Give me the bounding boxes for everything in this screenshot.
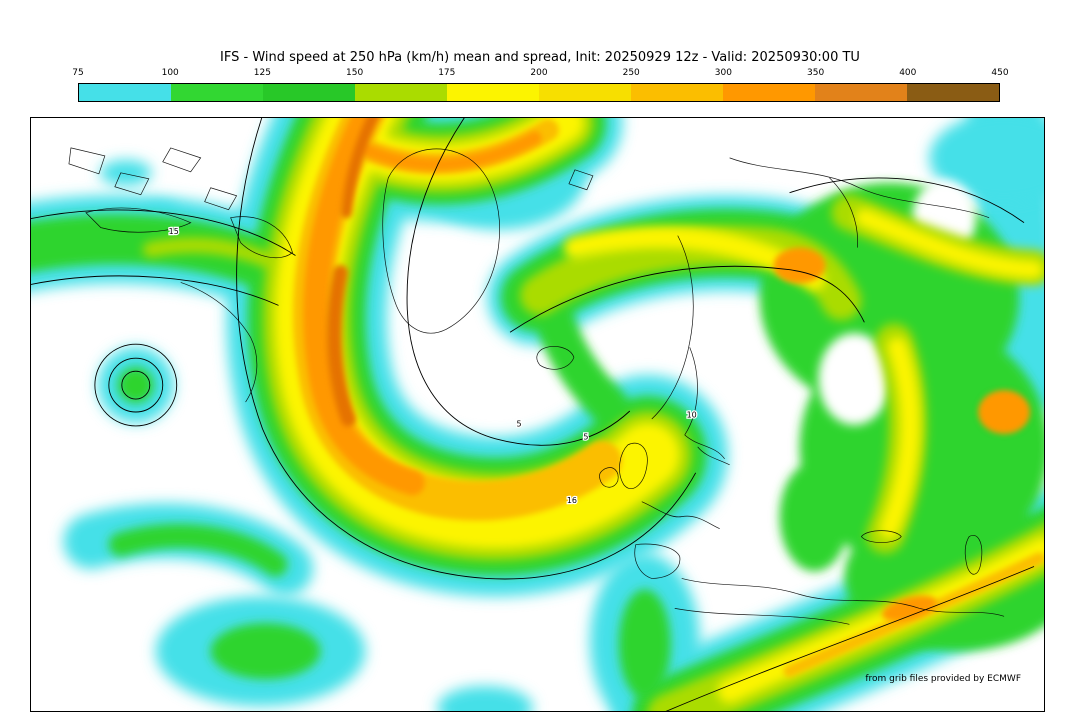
shading-orange [303,118,542,496]
colorbar-segment [263,84,355,101]
shading-deep-orange [326,118,379,427]
colorbar-segment [631,84,723,101]
colorbar-tick-label: 200 [530,68,548,78]
colorbar-bar [78,83,1000,102]
colorbar-tick-label: 350 [807,68,825,78]
chart-title: IFS - Wind speed at 250 hPa (km/h) mean … [220,50,860,65]
map-frame: 15 5 5 16 10 from grib files provided by ECM… [30,117,1045,712]
attribution-ecmwf: from grib files provided by ECMWF [865,674,1021,684]
shading-orange-patches [773,247,1031,622]
colorbar-segment [539,84,631,101]
colorbar-tick-label: 400 [899,68,917,78]
coastlines [68,147,1005,625]
colorbar-segment [171,84,263,101]
colorbar-tick-labels: 75 100 125 150 175 200 250 300 350 400 450 [72,68,1008,81]
colorbar-segment [815,84,907,101]
colorbar-tick-label: 250 [622,68,640,78]
colorbar-tick-label: 175 [438,68,456,78]
attribution-copyright: ©2025 sb@irizone.net [906,688,1008,698]
colorbar-tick-label: 125 [253,68,271,78]
colorbar-segment [355,84,447,101]
contour-label: 16 [567,496,577,505]
colorbar-tick-label: 300 [714,68,732,78]
contour-label: 15 [169,227,179,236]
colorbar-segment [447,84,539,101]
colorbar-segment [79,84,171,101]
contour-label: 10 [687,411,697,420]
contour-lines [31,118,1035,711]
colorbar-segment [907,84,999,101]
colorbar-tick-label: 450 [991,68,1009,78]
colorbar-segment [723,84,815,101]
colorbar: 75 100 125 150 175 200 250 300 350 400 450 [72,68,1009,102]
contour-label: 5 [516,419,521,428]
colorbar-tick-label: 100 [161,68,179,78]
colorbar-tick-label: 150 [346,68,364,78]
wind-map: 15 5 5 16 10 [31,118,1044,711]
contour-label: 5 [583,432,588,441]
contour-labels: 15 5 5 16 10 [167,226,698,507]
colorbar-tick-label: 75 [72,68,84,78]
